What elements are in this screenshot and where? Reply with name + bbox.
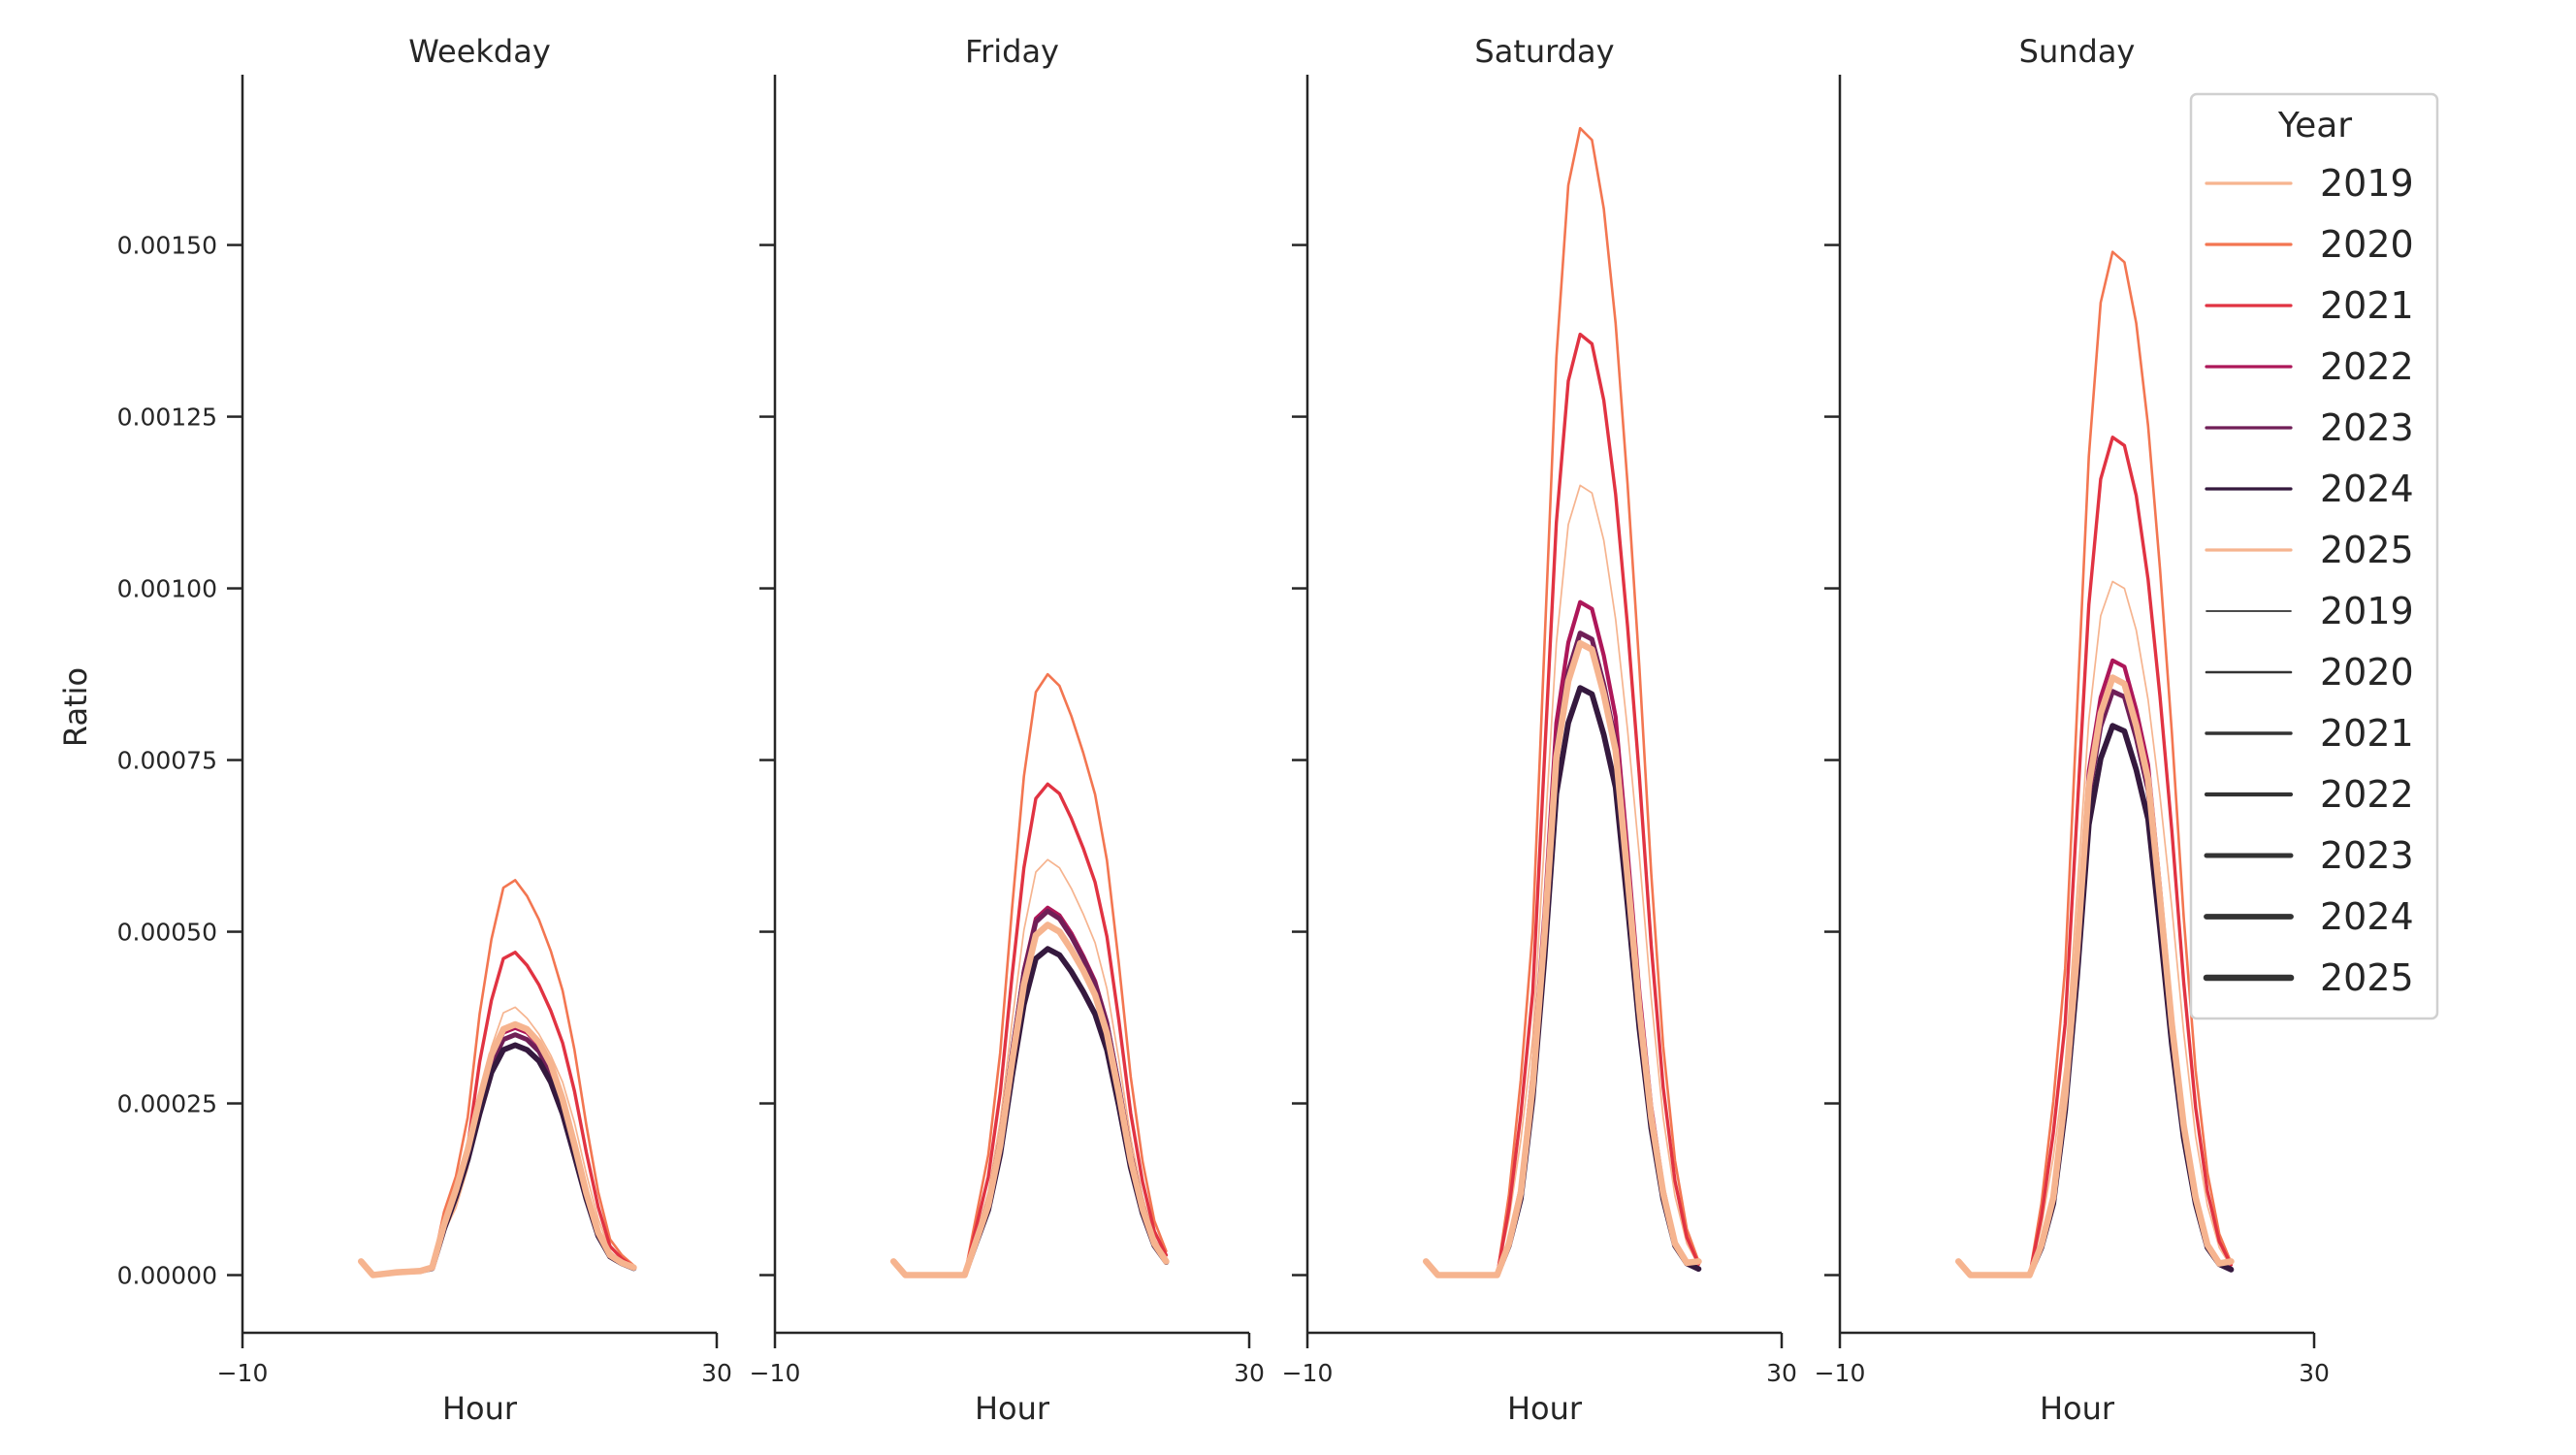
- series-line-2025: [357, 1020, 637, 1278]
- x-tick-label: −10: [1815, 1359, 1866, 1387]
- x-tick-label: −10: [750, 1359, 801, 1387]
- legend-label: 2020: [2320, 223, 2414, 266]
- legend-item: 2019: [2205, 162, 2414, 205]
- legend-item: 2025: [2203, 956, 2414, 999]
- legend-label: 2020: [2320, 651, 2414, 694]
- panel-title: Weekday: [408, 33, 551, 70]
- legend: Year 2019 2020 2021 2022 2023 2024 2025 2019 2020…: [2189, 92, 2439, 1020]
- series-line-2025: [1423, 639, 1702, 1278]
- legend-label: 2021: [2320, 712, 2414, 755]
- legend-item: 2021: [2205, 712, 2414, 755]
- series-line-2025: [889, 922, 1170, 1278]
- legend-label: 2021: [2320, 284, 2414, 327]
- legend-item: 2023: [2205, 406, 2414, 449]
- legend-item: 2024: [2205, 468, 2414, 510]
- legend-item: 2019: [2206, 590, 2414, 632]
- legend-frame: [2189, 92, 2439, 1020]
- y-tick-label: 0.00100: [117, 575, 217, 603]
- y-tick-label: 0.00125: [117, 404, 217, 432]
- x-axis-label: Hour: [975, 1390, 1050, 1427]
- series-line-2025: [1955, 674, 2235, 1278]
- legend-label: 2025: [2320, 956, 2414, 999]
- x-tick-label: −10: [217, 1359, 269, 1387]
- legend-label: 2023: [2320, 834, 2414, 877]
- y-tick-label: 0.00050: [117, 919, 217, 947]
- legend-item: 2024: [2204, 895, 2414, 938]
- x-tick-label: 30: [2299, 1359, 2330, 1387]
- x-axis-label: Hour: [442, 1390, 518, 1427]
- panel-friday: Friday −10 30 Hour: [750, 33, 1265, 1427]
- legend-label: 2023: [2320, 406, 2414, 449]
- legend-item: 2025: [2205, 529, 2414, 571]
- legend-item: 2020: [2205, 651, 2414, 694]
- legend-item: 2020: [2205, 223, 2414, 266]
- x-axis-label: Hour: [1507, 1390, 1583, 1427]
- legend-item: 2022: [2205, 345, 2414, 388]
- legend-label: 2025: [2320, 529, 2414, 571]
- x-tick-label: 30: [1766, 1359, 1797, 1387]
- x-tick-label: 30: [1234, 1359, 1265, 1387]
- y-tick-label: 0.00025: [117, 1090, 217, 1118]
- legend-item: 2022: [2204, 773, 2414, 816]
- legend-label: 2024: [2320, 468, 2414, 510]
- series-line-2021: [1424, 332, 1701, 1277]
- legend-label: 2024: [2320, 895, 2414, 938]
- legend-label: 2019: [2320, 590, 2414, 632]
- legend-label: 2019: [2320, 162, 2414, 205]
- legend-label: 2022: [2320, 773, 2414, 816]
- y-tick-label: 0.00075: [117, 747, 217, 775]
- x-tick-label: 30: [701, 1359, 732, 1387]
- panel-title: Sunday: [2019, 33, 2136, 70]
- panel-title: Saturday: [1474, 33, 1614, 70]
- y-tick-label: 0.00000: [117, 1262, 217, 1290]
- panel-weekday: Weekday 0.00000 0.00025 0.00050 0.00075 0.001…: [57, 33, 732, 1427]
- legend-title: Year: [2277, 106, 2352, 146]
- legend-label: 2022: [2320, 345, 2414, 388]
- x-tick-label: −10: [1282, 1359, 1334, 1387]
- panel-saturday: Saturday −10 30 Hour: [1282, 33, 1797, 1427]
- legend-item: 2023: [2204, 834, 2414, 877]
- y-tick-label: 0.00150: [117, 232, 217, 260]
- x-axis-label: Hour: [2040, 1390, 2115, 1427]
- y-axis-label: Ratio: [57, 667, 94, 747]
- panel-sunday: Sunday −10 30 Hour: [1815, 33, 2330, 1427]
- panel-title: Friday: [965, 33, 1059, 70]
- legend-item: 2021: [2205, 284, 2414, 327]
